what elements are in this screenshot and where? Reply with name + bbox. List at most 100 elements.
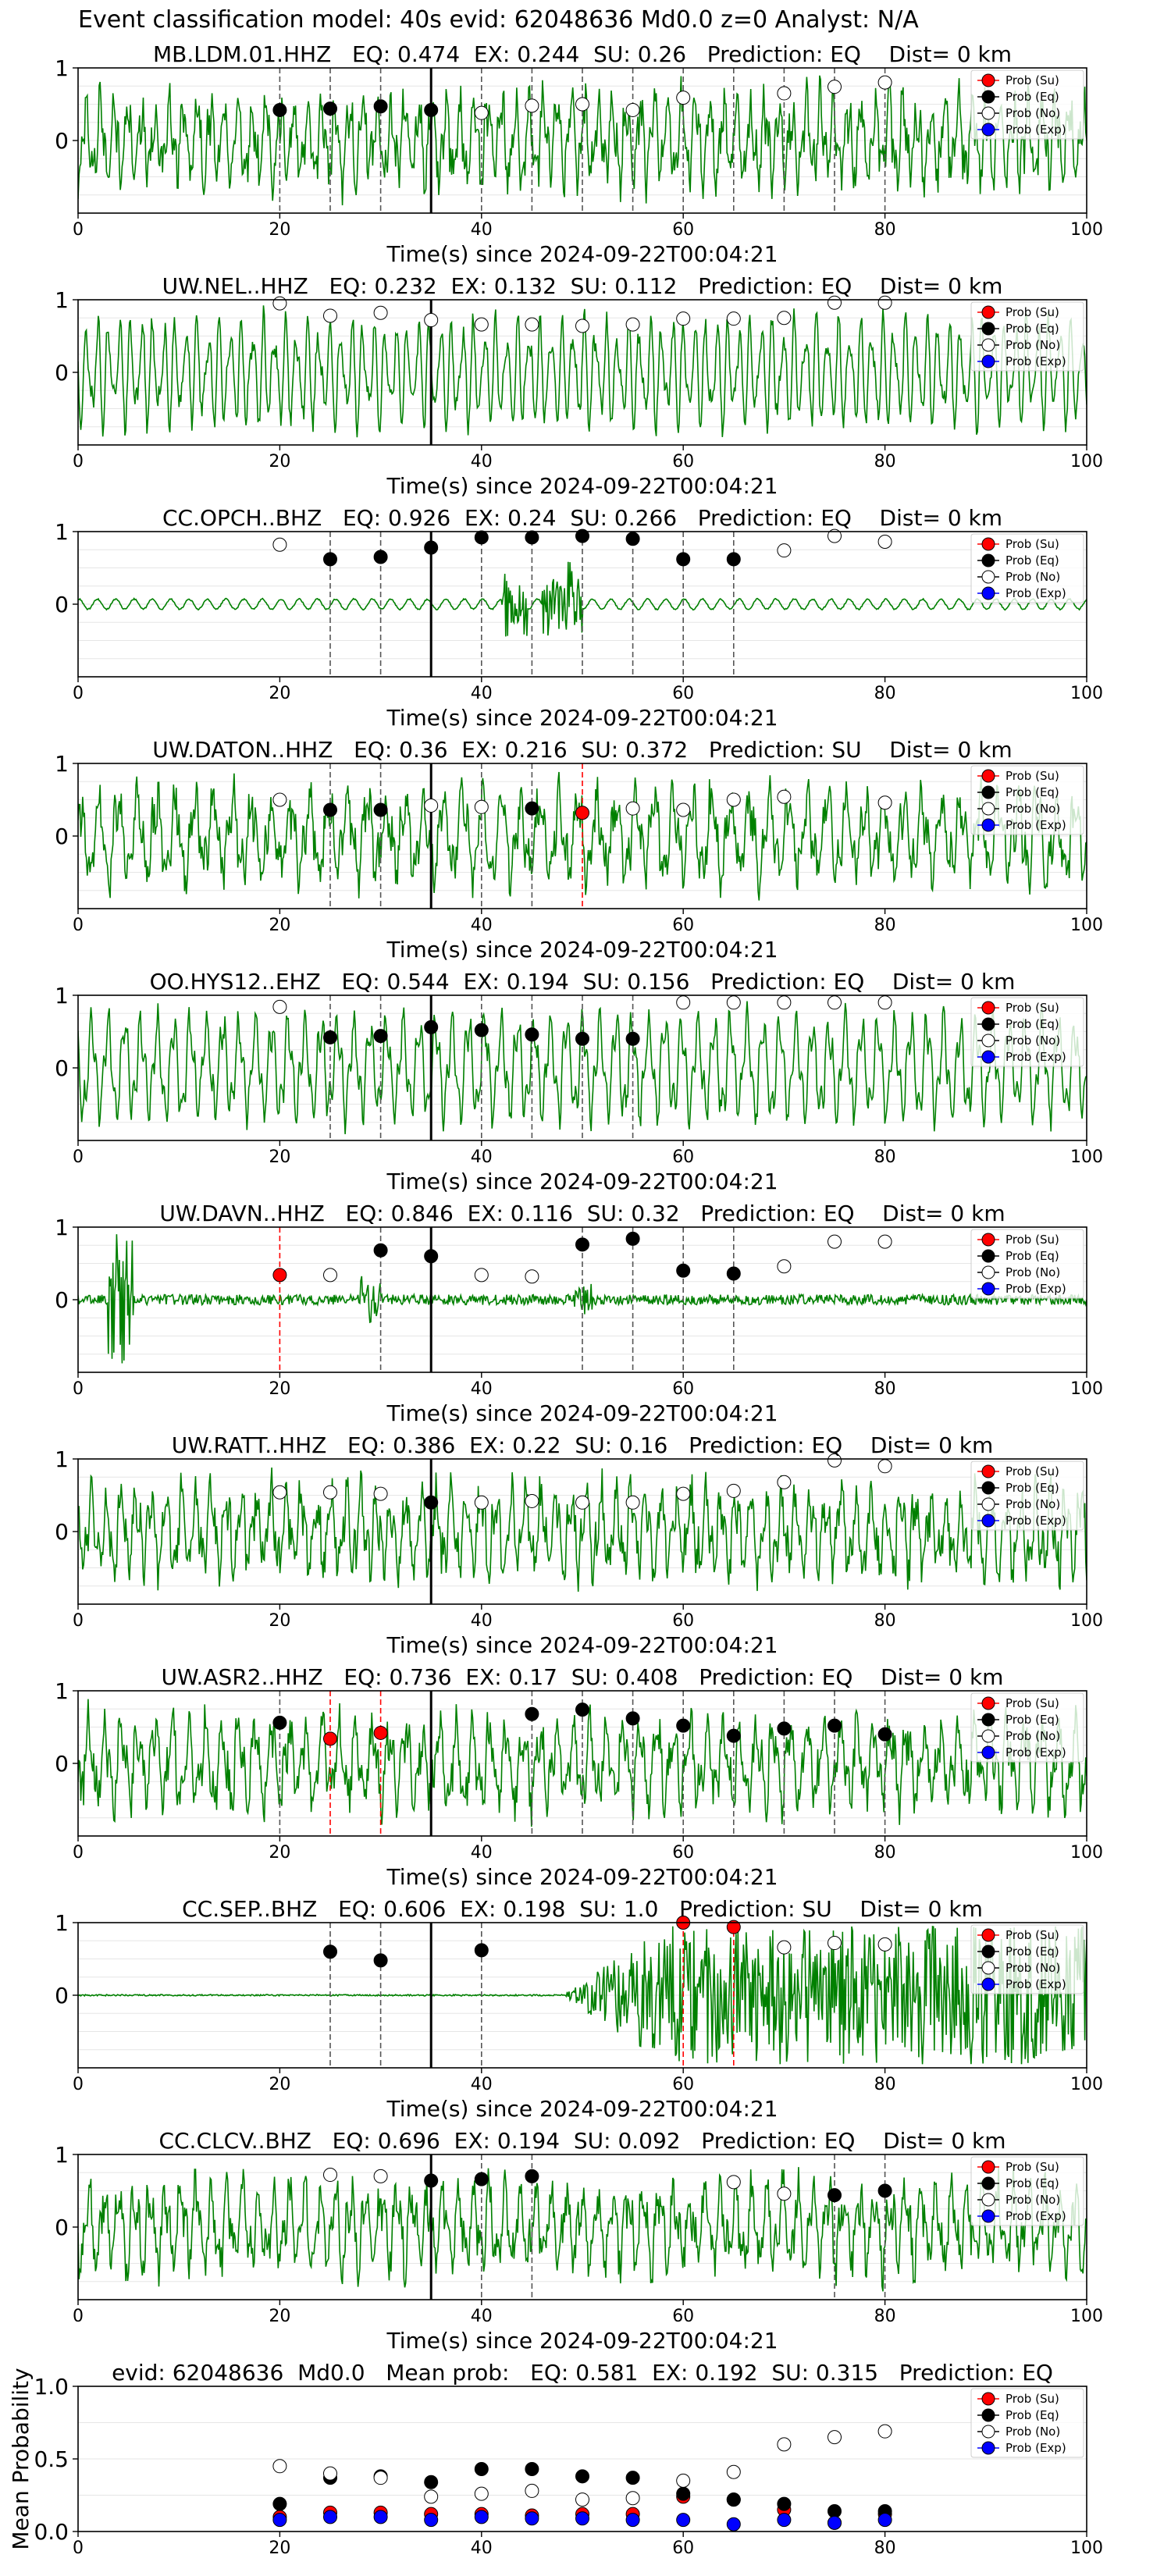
prob-marker-eq bbox=[625, 1711, 640, 1726]
prob-marker-no bbox=[777, 1940, 792, 1955]
prob-marker-no bbox=[877, 795, 892, 810]
x-tick-label: 0 bbox=[73, 1843, 84, 1863]
legend-entry: Prob (Eq) bbox=[977, 1713, 1059, 1727]
prob-marker-no bbox=[726, 311, 741, 326]
legend-entry: Prob (No) bbox=[977, 1497, 1060, 1511]
prob-marker-eq bbox=[575, 1031, 589, 1046]
prob-marker-eq bbox=[877, 2183, 892, 2198]
waveform-trace bbox=[78, 1467, 1087, 1592]
prob-marker-eq bbox=[424, 2173, 439, 2188]
legend-label: Prob (Eq) bbox=[1005, 1017, 1059, 1031]
legend-marker bbox=[981, 123, 995, 137]
prob-marker-no bbox=[575, 97, 589, 112]
x-tick-label: 100 bbox=[1070, 452, 1103, 471]
prob-marker-no bbox=[474, 105, 489, 120]
legend-label: Prob (No) bbox=[1005, 1729, 1060, 1743]
x-tick-label: 40 bbox=[471, 2075, 493, 2094]
legend-marker bbox=[981, 338, 995, 352]
legend-label: Prob (Eq) bbox=[1005, 2176, 1059, 2190]
prob-marker-su bbox=[272, 1268, 287, 1283]
prob-marker-no bbox=[726, 2175, 741, 2190]
prob-marker-eq bbox=[323, 1944, 337, 1959]
legend-label: Prob (No) bbox=[1005, 570, 1060, 584]
legend-entry: Prob (Su) bbox=[977, 537, 1059, 551]
legend-entry: Prob (No) bbox=[977, 802, 1060, 816]
prob-marker-no bbox=[272, 1485, 287, 1500]
y-tick-label: 0.5 bbox=[34, 2446, 69, 2472]
prob-marker-no bbox=[272, 537, 287, 552]
legend-entry: Prob (No) bbox=[977, 1265, 1060, 1279]
mean-marker-exp bbox=[828, 2515, 842, 2530]
legend-label: Prob (Eq) bbox=[1005, 1249, 1059, 1263]
legend-entry: Prob (Su) bbox=[977, 1464, 1059, 1478]
mean-marker-eq bbox=[777, 2496, 792, 2511]
mean-marker-no bbox=[676, 2473, 691, 2488]
waveform-trace bbox=[78, 2165, 1087, 2292]
legend-marker bbox=[981, 90, 995, 104]
prob-marker-eq bbox=[575, 528, 589, 543]
legend-label: Prob (Eq) bbox=[1005, 1481, 1059, 1495]
mean-marker-no bbox=[625, 2491, 640, 2506]
legend-label: Prob (Su) bbox=[1005, 1233, 1059, 1247]
x-tick-label: 60 bbox=[672, 2539, 694, 2558]
mean-marker-exp bbox=[777, 2513, 792, 2528]
prob-marker-su bbox=[373, 1725, 388, 1740]
prob-marker-no bbox=[877, 1459, 892, 1474]
x-tick-label: 20 bbox=[269, 1147, 290, 1167]
x-tick-label: 80 bbox=[874, 2539, 896, 2558]
prob-marker-eq bbox=[828, 2188, 842, 2203]
legend-label: Prob (No) bbox=[1005, 1497, 1060, 1511]
x-tick-label: 20 bbox=[269, 220, 290, 240]
x-tick-label: 40 bbox=[471, 1843, 493, 1863]
prob-marker-no bbox=[474, 317, 489, 332]
prob-marker-eq bbox=[323, 802, 337, 817]
legend-entry: Prob (Exp) bbox=[977, 818, 1066, 832]
prob-marker-eq bbox=[474, 2172, 489, 2186]
legend-marker bbox=[981, 322, 995, 336]
prob-marker-eq bbox=[424, 540, 439, 555]
legend-label: Prob (No) bbox=[1005, 2193, 1060, 2207]
prob-marker-eq bbox=[474, 1023, 489, 1037]
legend-marker bbox=[981, 1713, 995, 1727]
mean-marker-exp bbox=[575, 2511, 589, 2526]
legend-box bbox=[970, 2156, 1084, 2226]
prob-marker-no bbox=[575, 318, 589, 333]
station-panel: 0 20 40 60 80 100 0 1 CC.OPCH..BHZ EQ: 0.926 EX:… bbox=[55, 505, 1103, 731]
mean-marker-no bbox=[575, 2492, 589, 2507]
legend-marker bbox=[981, 2425, 995, 2439]
legend-box bbox=[970, 1692, 1084, 1763]
mean-marker-no bbox=[777, 2437, 792, 2452]
legend-label: Prob (Su) bbox=[1005, 73, 1059, 87]
prob-marker-eq bbox=[525, 1027, 539, 1042]
y-tick-label: 0 bbox=[55, 1983, 69, 2008]
legend-label: Prob (Su) bbox=[1005, 537, 1059, 551]
y-tick-label: 0 bbox=[55, 592, 69, 617]
legend-entry: Prob (Eq) bbox=[977, 90, 1059, 104]
prob-marker-no bbox=[474, 799, 489, 814]
x-tick-label: 60 bbox=[672, 2075, 694, 2094]
legend-label: Prob (Exp) bbox=[1005, 1514, 1066, 1528]
prob-marker-no bbox=[625, 317, 640, 332]
legend-marker bbox=[981, 2160, 995, 2174]
prob-marker-eq bbox=[575, 1237, 589, 1252]
legend-label: Prob (Exp) bbox=[1005, 1745, 1066, 1759]
legend-label: Prob (No) bbox=[1005, 1265, 1060, 1279]
panel-title: UW.DATON..HHZ EQ: 0.36 EX: 0.216 SU: 0.3… bbox=[152, 737, 1012, 763]
legend-box bbox=[970, 301, 1084, 372]
x-tick-label: 0 bbox=[73, 2539, 84, 2558]
x-tick-label: 0 bbox=[73, 2075, 84, 2094]
prob-marker-no bbox=[525, 1493, 539, 1508]
prob-marker-no bbox=[828, 80, 842, 94]
x-axis-label: Time(s) since 2024-09-22T00:04:21 bbox=[386, 1169, 778, 1194]
prob-marker-no bbox=[373, 305, 388, 320]
panel-title: UW.DAVN..HHZ EQ: 0.846 EX: 0.116 SU: 0.3… bbox=[159, 1201, 1005, 1226]
legend-label: Prob (Eq) bbox=[1005, 322, 1059, 336]
x-tick-label: 60 bbox=[672, 1379, 694, 1399]
legend-label: Prob (Exp) bbox=[1005, 818, 1066, 832]
prob-marker-eq bbox=[625, 532, 640, 546]
mean-marker-no bbox=[474, 2486, 489, 2501]
legend-marker bbox=[981, 106, 995, 120]
legend-marker bbox=[981, 1464, 995, 1478]
legend-marker bbox=[981, 354, 995, 368]
prob-marker-eq bbox=[323, 552, 337, 567]
